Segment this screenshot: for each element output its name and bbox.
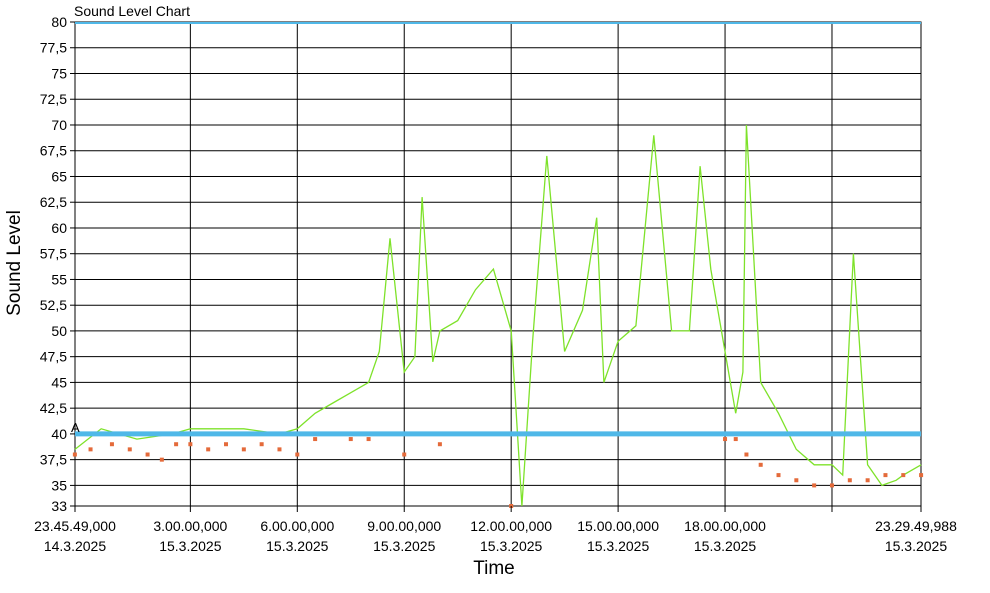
series-marker (159, 457, 164, 462)
series-marker (295, 452, 300, 457)
x-tick-date: 15.3.2025 (587, 538, 649, 554)
x-tick-date: 15.3.2025 (480, 538, 542, 554)
series-marker (437, 442, 442, 447)
y-tick-label: 47,5 (40, 349, 67, 365)
series-marker (88, 447, 93, 452)
series-marker (241, 447, 246, 452)
y-axis-label: Sound Level (4, 210, 25, 316)
x-tick-date: 15.3.2025 (266, 538, 328, 554)
series-marker (348, 437, 353, 442)
y-tick-label: 60 (51, 220, 67, 236)
x-tick-time: 3.00.00,000 (153, 518, 227, 534)
series-marker (883, 473, 888, 478)
y-tick-label: 80 (51, 14, 67, 30)
y-tick-label: 40 (51, 426, 67, 442)
x-tick-time: 9.00.00,000 (367, 518, 441, 534)
y-tick-label: 57,5 (40, 246, 67, 262)
series-marker (919, 473, 924, 478)
series-marker (776, 473, 781, 478)
y-tick-label: 72,5 (40, 91, 67, 107)
series-marker (829, 483, 834, 488)
series-marker (847, 478, 852, 483)
series-line (74, 124, 922, 507)
plot-area (74, 21, 922, 507)
x-tick-date: 15.3.2025 (373, 538, 435, 554)
series-marker (744, 452, 749, 457)
series-marker (758, 462, 763, 467)
limit-line-label: A (71, 420, 80, 435)
y-tick-label: 50 (51, 323, 67, 339)
x-axis-label: Time (473, 558, 515, 579)
axis-layer: 80 77,5 75 72,5 70 67,5 65 62,5 60 57,5 55 52,5 50 47… (34, 14, 957, 554)
y-tick-label: 55 (51, 271, 67, 287)
y-tick-label: 65 (51, 168, 67, 184)
y-tick-label: 45 (51, 374, 67, 390)
y-tick-label: 70 (51, 117, 67, 133)
y-tick-label: 52,5 (40, 297, 67, 313)
series-marker (174, 442, 179, 447)
chart-title: Sound Level Chart (74, 3, 190, 19)
x-tick-date: 15.3.2025 (694, 538, 756, 554)
series-marker (313, 437, 318, 442)
series-marker (366, 437, 371, 442)
y-tick-label: 77,5 (40, 40, 67, 56)
series-marker (109, 442, 114, 447)
x-tick-time: 6.00.00,000 (260, 518, 334, 534)
y-tick-label: 35 (51, 477, 67, 493)
series-marker (723, 437, 728, 442)
y-tick-label: 33 (51, 498, 67, 514)
series-marker (259, 442, 264, 447)
series-marker (794, 478, 799, 483)
x-tick-time: 12.00.00,000 (470, 518, 552, 534)
series-marker (145, 452, 150, 457)
y-tick-label: 62,5 (40, 194, 67, 210)
y-tick-label: 75 (51, 65, 67, 81)
x-tick-time: 23.45.49,000 (34, 518, 116, 534)
series-marker (733, 437, 738, 442)
x-tick-date: 14.3.2025 (44, 538, 106, 554)
series-marker (188, 442, 193, 447)
series-marker (901, 473, 906, 478)
y-tick-label: 37,5 (40, 452, 67, 468)
series-marker (72, 452, 77, 457)
x-tick-time: 15.00.00,000 (577, 518, 659, 534)
series-marker (224, 442, 229, 447)
x-tick-date: 15.3.2025 (885, 538, 947, 554)
grid-layer (74, 21, 922, 507)
series-marker (865, 478, 870, 483)
series-marker (206, 447, 211, 452)
series-marker (402, 452, 407, 457)
y-tick-label: 67,5 (40, 143, 67, 159)
series-marker (127, 447, 132, 452)
x-tick-time: 23.29.49,988 (875, 518, 957, 534)
x-tick-date: 15.3.2025 (159, 538, 221, 554)
y-tick-label: 42,5 (40, 400, 67, 416)
x-tick-time: 18.00.00,000 (684, 518, 766, 534)
series-marker (812, 483, 817, 488)
series-marker (277, 447, 282, 452)
